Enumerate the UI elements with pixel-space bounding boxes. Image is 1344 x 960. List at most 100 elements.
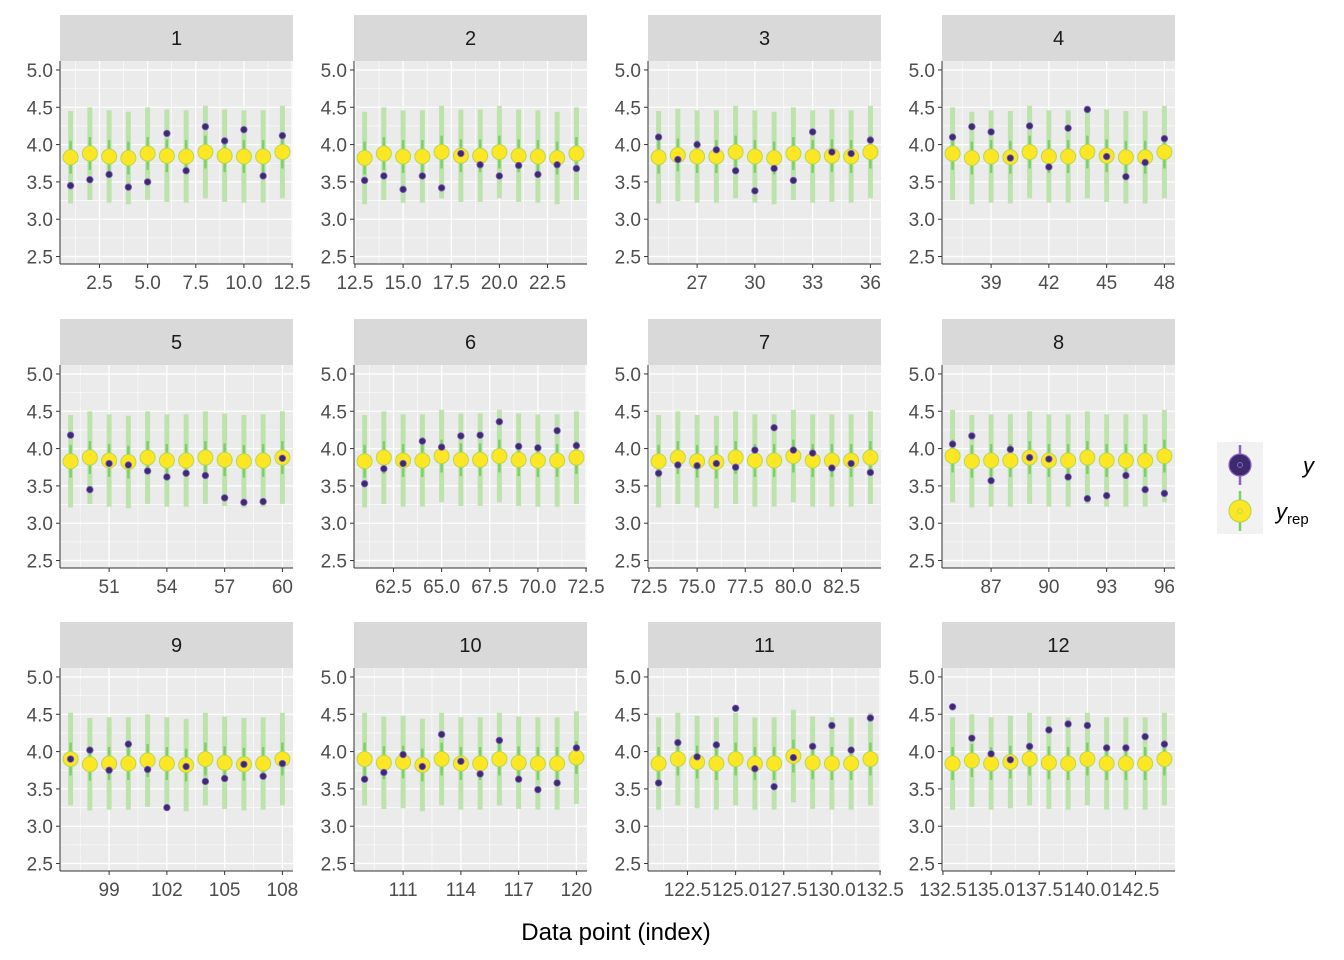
facet-strip-label: 7 (759, 332, 770, 354)
y-point (476, 161, 484, 169)
y-tick-label: 4.5 (321, 705, 347, 726)
y-point (476, 431, 484, 439)
y-tick-label: 4.0 (321, 743, 347, 764)
yrep-point (1117, 452, 1134, 469)
yrep-point (823, 147, 840, 164)
x-tick-label: 7.5 (183, 273, 209, 294)
y-tick-label: 4.0 (321, 440, 347, 461)
x-tick-label: 142.5 (1112, 880, 1160, 901)
y-tick-label: 2.5 (909, 552, 935, 573)
yrep-point (491, 448, 508, 465)
yrep-point (433, 751, 450, 768)
yrep-point (235, 148, 252, 165)
x-tick-label: 62.5 (375, 577, 412, 598)
y-tick-label: 5.0 (321, 365, 347, 386)
y-point (572, 164, 581, 173)
y-point (1025, 453, 1034, 462)
yrep-point (1137, 755, 1154, 772)
yrep-point (983, 148, 1000, 165)
y-point (278, 759, 287, 768)
x-tick-label: 30 (744, 273, 765, 294)
y-point (66, 755, 75, 763)
y-point (1064, 124, 1072, 132)
facet-strip-label: 8 (1053, 332, 1064, 354)
y-point (457, 149, 465, 158)
x-tick-label: 33 (802, 273, 823, 294)
facet-panel-3: 3 2.5 3.0 3.5 4.0 4.5 5.0 27 30 33 36 (615, 15, 881, 294)
y-tick-label: 3.5 (909, 477, 935, 498)
yrep-point (727, 449, 744, 466)
y-point (143, 178, 152, 186)
legend-label: yrep (1274, 499, 1309, 528)
yrep-point (375, 754, 392, 771)
y-point (240, 498, 248, 507)
yrep-point (983, 755, 1000, 772)
yrep-point (414, 148, 431, 165)
yrep-point (472, 755, 489, 772)
legend-y-center (1237, 462, 1243, 468)
yrep-point (1156, 144, 1173, 161)
y-tick-label: 3.5 (321, 173, 347, 194)
facet-panel-12: 12 2.5 3.0 3.5 4.0 4.5 5.0 132.5 135.0 137.5 140.0… (909, 622, 1175, 901)
y-tick-label: 3.5 (615, 173, 641, 194)
facet-strip (648, 319, 881, 365)
yrep-point (274, 144, 291, 161)
y-point (259, 497, 267, 506)
x-tick-label: 2.5 (86, 273, 112, 294)
yrep-point (785, 145, 802, 162)
y-tick-label: 5.0 (909, 61, 935, 82)
y-tick-label: 3.0 (615, 514, 641, 535)
yrep-point (216, 754, 233, 771)
y-point (847, 459, 855, 468)
x-tick-label: 120 (561, 880, 593, 901)
y-point (1083, 105, 1092, 114)
y-point (828, 464, 836, 472)
x-tick-label: 93 (1096, 577, 1117, 598)
yrep-point (1098, 452, 1115, 469)
y-point (278, 454, 287, 462)
y-tick-label: 3.0 (27, 210, 53, 231)
y-tick-label: 5.0 (321, 668, 347, 689)
y-point (1141, 485, 1149, 494)
y-point (399, 459, 407, 468)
yrep-point (81, 449, 98, 466)
facet-panel-2: 22.53.03.54.04.55.012.5 15.0 17.5 20.0 22.5 (321, 15, 587, 294)
yrep-point (1021, 144, 1038, 161)
yrep-point (510, 754, 527, 771)
y-tick-label: 3.0 (321, 514, 347, 535)
y-point (476, 770, 484, 778)
yrep-point (158, 147, 175, 164)
x-tick-label: 12.5 (336, 273, 373, 294)
y-point (1083, 494, 1092, 503)
y-point (789, 446, 798, 454)
y-point (437, 443, 446, 451)
y-tick-label: 3.5 (27, 780, 53, 801)
y-point (553, 161, 561, 169)
y-point (654, 469, 663, 477)
yrep-point (568, 449, 585, 466)
y-point (182, 469, 190, 477)
yrep-point (395, 148, 412, 165)
y-point (847, 149, 855, 158)
yrep-point (804, 754, 821, 771)
y-tick-label: 4.0 (615, 136, 641, 157)
y-point (259, 172, 267, 180)
y-tick-label: 4.0 (321, 136, 347, 157)
yrep-point (120, 150, 137, 167)
yrep-point (139, 145, 156, 162)
y-point (1141, 158, 1149, 167)
y-point (86, 746, 94, 754)
yrep-point (568, 145, 585, 162)
y-point (693, 140, 701, 149)
legend-yrep-center (1237, 508, 1243, 514)
y-point (514, 442, 523, 451)
yrep-point (1060, 148, 1077, 165)
y-point (968, 122, 976, 131)
y-point (1141, 732, 1149, 741)
y-tick-label: 5.0 (615, 668, 641, 689)
x-tick-label: 60 (272, 577, 293, 598)
y-tick-label: 2.5 (321, 552, 347, 573)
x-tick-label: 102 (151, 880, 183, 901)
y-point (1160, 489, 1169, 498)
yrep-point (1098, 755, 1115, 772)
